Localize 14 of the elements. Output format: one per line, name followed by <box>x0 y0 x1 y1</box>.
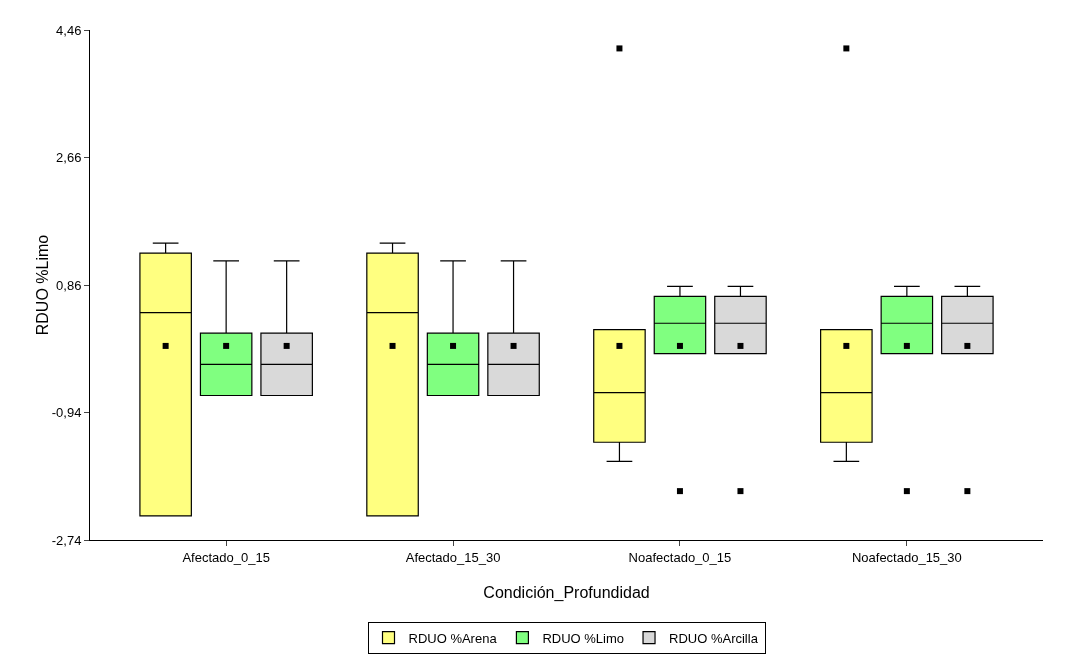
y-tick-label: -0,94 <box>51 405 82 421</box>
y-tick-label: 4,46 <box>56 22 82 38</box>
y-tick-label: 2,66 <box>56 150 82 166</box>
x-tick-label: Afectado_0_15 <box>182 549 270 565</box>
x-tick-label: Afectado_15_30 <box>405 549 501 565</box>
legend-label: RDUO %Limo <box>542 630 625 646</box>
x-tick-label: Noafectado_0_15 <box>628 549 732 565</box>
y-tick-label: 0,86 <box>56 277 82 293</box>
legend-label: RDUO %Arena <box>408 630 498 646</box>
x-tick-label: Noafectado_15_30 <box>851 549 962 565</box>
legend-label: RDUO %Arcilla <box>669 630 759 646</box>
y-axis-title: RDUO %Limo <box>34 234 51 336</box>
x-axis-title: Condición_Profundidad <box>483 584 650 602</box>
y-tick-label: -2,74 <box>51 532 82 548</box>
